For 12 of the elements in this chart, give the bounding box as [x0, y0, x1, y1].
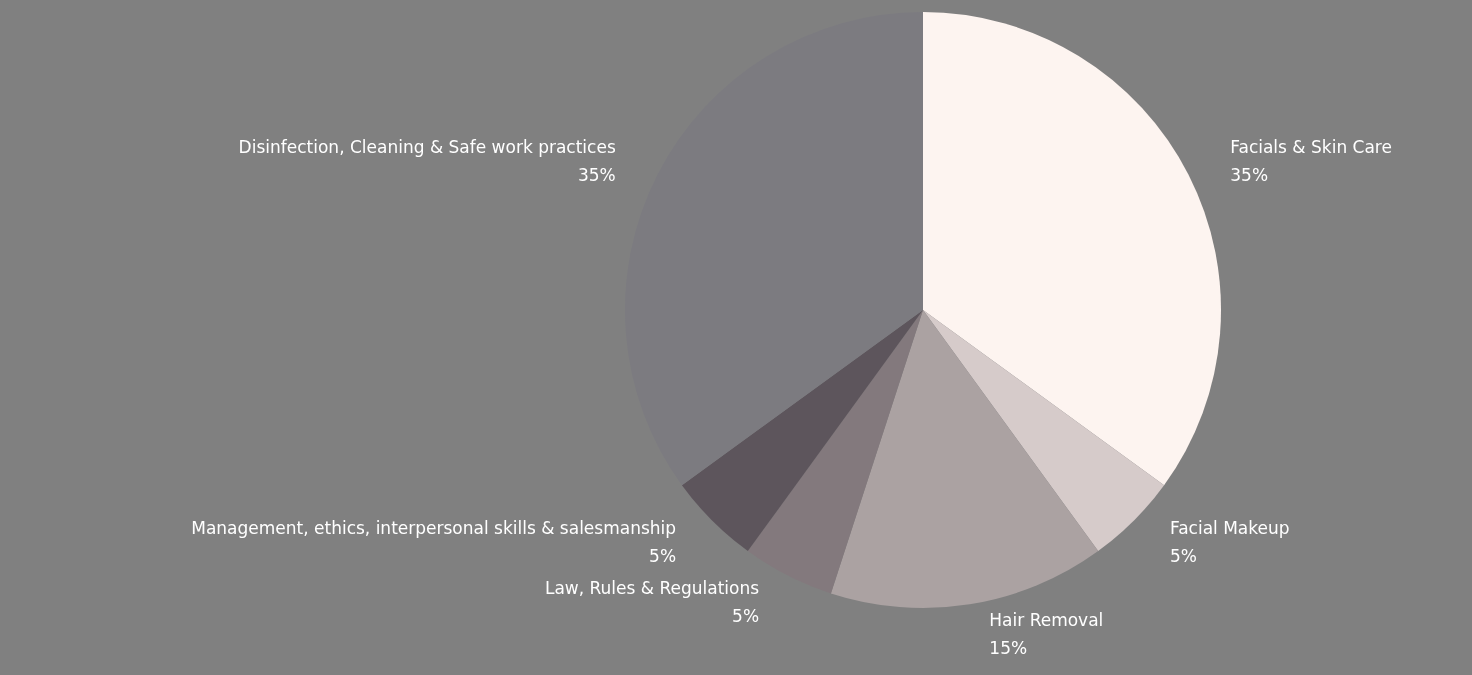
- slice-label: Disinfection, Cleaning & Safe work practices: [238, 137, 616, 158]
- slice-label: Hair Removal: [989, 609, 1104, 630]
- slice-label: Facial Makeup: [1169, 517, 1290, 538]
- slice-label: Management, ethics, interpersonal skills & salesmanship: [191, 517, 677, 538]
- data-label: 35%: [577, 165, 616, 186]
- data-label: 15%: [989, 637, 1028, 658]
- data-label: 5%: [649, 545, 677, 566]
- data-label: 35%: [1230, 165, 1269, 186]
- slice-label: Facials & Skin Care: [1230, 137, 1392, 158]
- slice-label: Law, Rules & Regulations: [544, 578, 760, 599]
- data-label: 5%: [1169, 545, 1197, 566]
- data-label: 5%: [732, 606, 760, 627]
